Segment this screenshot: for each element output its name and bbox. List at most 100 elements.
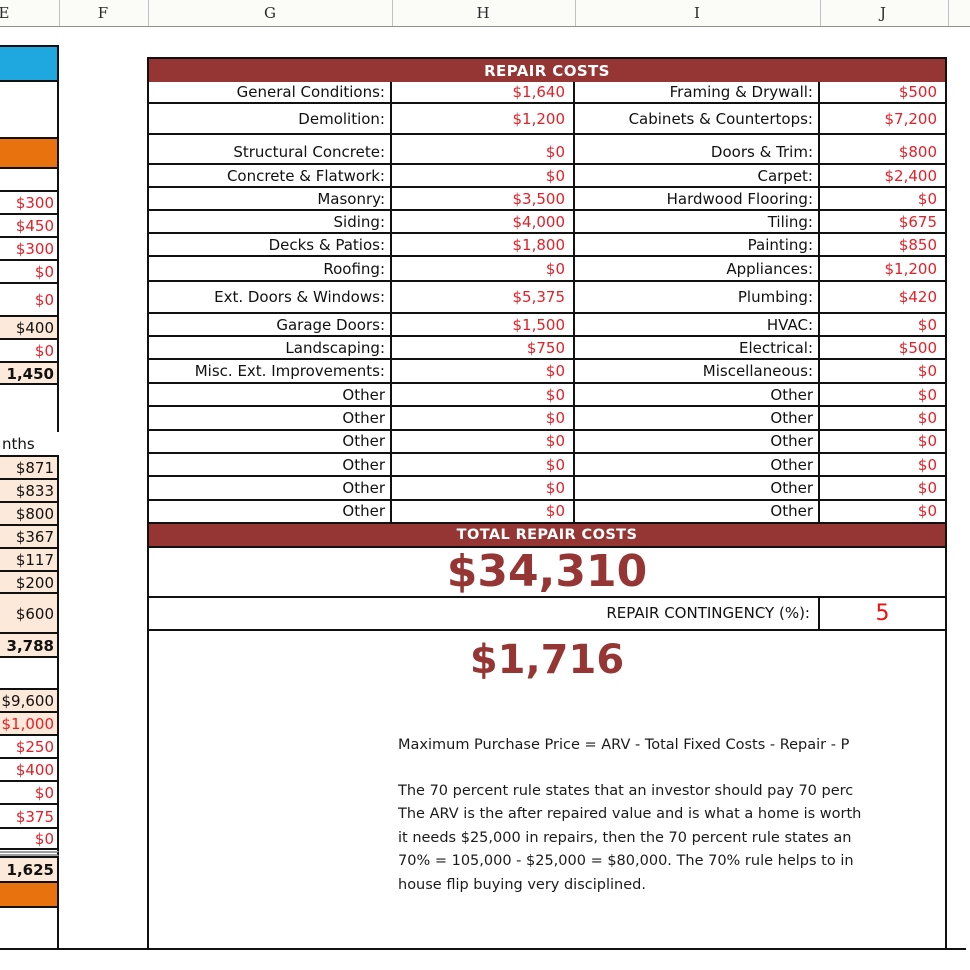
repair-item-value-cell[interactable]: $0: [917, 362, 937, 380]
repair-item-label: Masonry:: [149, 188, 392, 209]
column-e-empty-cell: [0, 167, 59, 190]
repair-table-row: Other $0 Other $0: [149, 407, 945, 431]
repair-item-label: Other: [575, 384, 820, 406]
column-e-empty-cell: [0, 80, 59, 137]
column-letter-j[interactable]: J: [879, 4, 887, 22]
total-repair-costs-value: $34,310: [149, 546, 945, 598]
repair-item-value-cell[interactable]: $850: [898, 235, 937, 254]
repair-item-label: Other: [575, 407, 820, 429]
repair-table-row: Siding: $4,000 Tiling: $675: [149, 211, 945, 234]
repair-item-value-cell[interactable]: $500: [898, 338, 937, 357]
repair-item-value-cell[interactable]: $3,500: [392, 188, 575, 209]
repair-item-value-cell[interactable]: $0: [917, 455, 937, 474]
repair-item-value-cell[interactable]: $0: [392, 453, 575, 476]
repair-item-value-cell[interactable]: $0: [392, 500, 575, 522]
repair-item-label: Roofing:: [149, 257, 392, 280]
column-e-cell: $400: [0, 315, 59, 338]
repair-contingency-input-cell[interactable]: 5: [875, 600, 890, 626]
repair-item-value-cell[interactable]: $500: [898, 83, 937, 101]
repair-item-value-cell[interactable]: $0: [917, 315, 937, 334]
repair-item-value-cell[interactable]: $750: [392, 337, 575, 358]
column-e-empty-cell: [0, 45, 59, 80]
column-e-cell[interactable]: $0: [0, 338, 59, 361]
repair-item-value-cell[interactable]: $1,640: [392, 82, 575, 102]
repair-item-label: Ext. Doors & Windows:: [149, 282, 392, 312]
column-e-cell[interactable]: $0: [0, 827, 59, 850]
repair-item-value-cell[interactable]: $800: [898, 143, 937, 161]
column-e-cell: nths: [0, 432, 59, 455]
column-e-cell[interactable]: $1,000: [0, 711, 59, 734]
column-e-empty-cell: [0, 851, 59, 856]
column-e-cell[interactable]: $0: [0, 282, 59, 315]
repair-table-row: Other $0 Other $0: [149, 453, 945, 478]
repair-item-value-cell[interactable]: $0: [392, 165, 575, 186]
repair-contingency-row: REPAIR CONTINGENCY (%): 5: [149, 597, 945, 631]
repair-item-value-cell[interactable]: $0: [392, 384, 575, 406]
repair-costs-table: REPAIR COSTS General Conditions: $1,640 …: [147, 57, 947, 692]
repair-item-label: Carpet:: [575, 165, 820, 186]
column-letter-e[interactable]: E: [0, 4, 10, 22]
repair-item-value-cell[interactable]: $1,200: [884, 259, 938, 278]
repair-item-value-cell[interactable]: $0: [392, 407, 575, 429]
column-e-cell[interactable]: $400: [0, 757, 59, 780]
repair-item-value-cell[interactable]: $0: [917, 385, 937, 404]
column-letter-i[interactable]: I: [694, 4, 700, 22]
column-letter-g[interactable]: G: [264, 4, 276, 22]
repair-item-value-cell[interactable]: $420: [898, 288, 937, 306]
column-e-empty-cell: [0, 881, 59, 908]
notes-box: Maximum Purchase Price = ARV - Total Fix…: [147, 690, 947, 950]
column-divider: [392, 0, 393, 26]
column-e-cell: $833: [0, 478, 59, 501]
repair-item-value-cell[interactable]: $0: [392, 257, 575, 280]
column-divider: [820, 0, 821, 26]
seventy-percent-rule-paragraph: The 70 percent rule states that an inves…: [398, 780, 861, 897]
repair-item-label: Framing & Drywall:: [575, 82, 820, 102]
repair-item-value-cell[interactable]: $0: [917, 189, 937, 208]
repair-item-label: Decks & Patios:: [149, 234, 392, 255]
repair-item-value-cell[interactable]: $0: [917, 408, 937, 427]
repair-item-value-cell[interactable]: $1,800: [392, 234, 575, 255]
note-paragraph-line: The ARV is the after repaired value and …: [398, 806, 862, 823]
repair-item-value-cell[interactable]: $2,400: [884, 166, 938, 185]
column-e-cell: $600: [0, 592, 59, 632]
repair-item-value-cell[interactable]: $0: [917, 502, 937, 521]
repair-table-row: Landscaping: $750 Electrical: $500: [149, 337, 945, 360]
repair-item-value-cell[interactable]: $0: [392, 360, 575, 382]
repair-table-row: Demolition: $1,200 Cabinets & Countertop…: [149, 104, 945, 135]
column-e-cell[interactable]: $0: [0, 259, 59, 282]
repair-item-value-cell[interactable]: $0: [392, 477, 575, 499]
repair-item-value-cell[interactable]: $4,000: [392, 211, 575, 232]
repair-item-value-cell[interactable]: $0: [917, 478, 937, 497]
repair-table-row: Roofing: $0 Appliances: $1,200: [149, 257, 945, 282]
column-e-cell[interactable]: $300: [0, 236, 59, 259]
column-e-cell[interactable]: $300: [0, 190, 59, 213]
repair-item-label: Other: [149, 477, 392, 499]
column-letter-f[interactable]: F: [97, 4, 109, 22]
repair-item-value-cell[interactable]: $675: [898, 212, 937, 231]
repair-item-value-cell[interactable]: $1,200: [392, 104, 575, 133]
column-e-cell: $200: [0, 570, 59, 592]
repair-item-label: Other: [149, 453, 392, 476]
column-e-cell[interactable]: $375: [0, 803, 59, 827]
column-divider: [948, 0, 949, 26]
repair-item-value-cell[interactable]: $5,375: [392, 282, 575, 312]
repair-item-value-cell[interactable]: $7,200: [884, 109, 938, 128]
repair-table-row: Garage Doors: $1,500 HVAC: $0: [149, 314, 945, 337]
repair-item-value-cell[interactable]: $0: [392, 135, 575, 163]
column-letter-h[interactable]: H: [476, 4, 490, 22]
column-e-empty-cell: [0, 908, 59, 950]
column-e-cell[interactable]: $450: [0, 213, 59, 236]
repair-item-value-cell[interactable]: $1,500: [392, 314, 575, 335]
repair-costs-title-bar: REPAIR COSTS: [149, 59, 945, 82]
column-divider: [59, 0, 60, 26]
repair-item-label: Demolition:: [149, 104, 392, 133]
column-e-cell: 1,450: [0, 361, 59, 385]
repair-item-value-cell[interactable]: $0: [917, 432, 937, 451]
repair-contingency-amount: $1,716: [469, 637, 625, 684]
repair-item-label: Tiling:: [575, 211, 820, 232]
repair-item-label: Other: [149, 430, 392, 452]
column-e-cell: $800: [0, 501, 59, 524]
column-e-cell[interactable]: $0: [0, 780, 59, 803]
column-e-cell[interactable]: $250: [0, 734, 59, 757]
repair-item-value-cell[interactable]: $0: [392, 430, 575, 452]
